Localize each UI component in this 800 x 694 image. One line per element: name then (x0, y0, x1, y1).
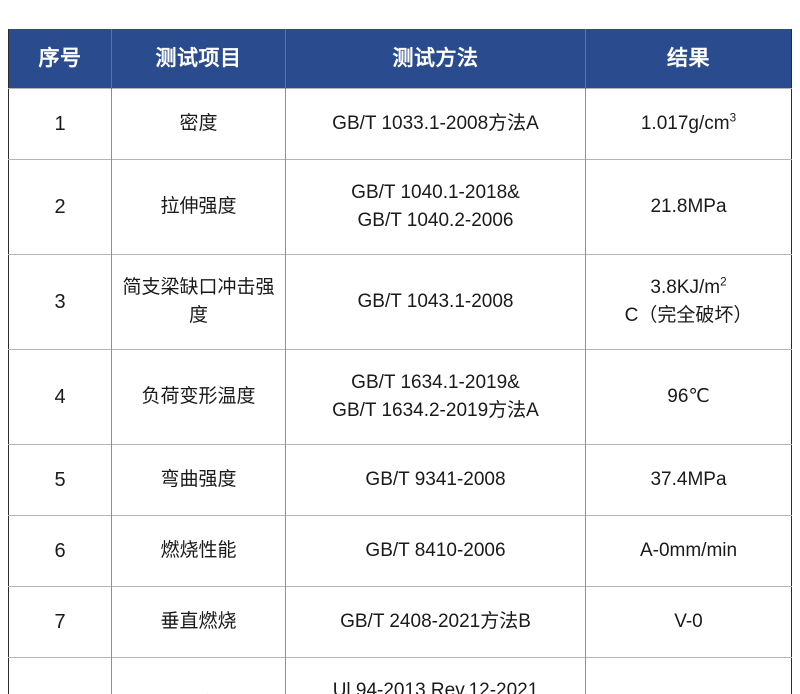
result-value: A-0mm/min (639, 540, 738, 562)
column-header-result: 结果 (585, 29, 792, 89)
test-report-table: 序号 测试项目 测试方法 结果 1 密度 GB/T 1033.1-2008方法A… (8, 29, 792, 694)
method-line-1: GB/T 1043.1-2008 (357, 291, 514, 313)
cell-result: 3.8KJ/m2 C（完全破坏） (585, 254, 792, 350)
cell-result: V-0 (585, 586, 792, 658)
cell-test-item: 垂直燃烧 (111, 586, 286, 658)
column-header-test-item: 测试项目 (111, 29, 286, 89)
method-line-1: GB/T 2408-2021方法B (340, 611, 531, 633)
cell-test-method: GB/T 1040.1-2018& GB/T 1040.2-2006 (285, 159, 586, 255)
result-value: 37.4MPa (650, 469, 727, 491)
cell-index: 2 (8, 159, 112, 255)
cell-test-item: 弯曲强度 (111, 444, 286, 516)
column-header-test-method: 测试方法 (285, 29, 586, 89)
result-value: 21.8MPa (650, 196, 727, 218)
table-row: 5 弯曲强度 GB/T 9341-2008 37.4MPa (8, 444, 792, 516)
cell-test-method: GB/T 1634.1-2019& GB/T 1634.2-2019方法A (285, 349, 586, 445)
table-row: 3 简支梁缺口冲击强度 GB/T 1043.1-2008 3.8KJ/m2 C（… (8, 254, 792, 350)
table-row: 2 拉伸强度 GB/T 1040.1-2018& GB/T 1040.2-200… (8, 159, 792, 255)
method-line-1: GB/T 9341-2008 (365, 469, 506, 491)
cell-test-item: 拉伸强度 (111, 159, 286, 255)
result-line-1: 96℃ (590, 383, 787, 411)
result-value: 3.8KJ/m (650, 277, 721, 299)
table-header-row: 序号 测试项目 测试方法 结果 (8, 29, 792, 89)
result-line-1: 37.4MPa (590, 466, 787, 494)
cell-index: 4 (8, 349, 112, 445)
cell-index: 7 (8, 586, 112, 658)
method-line-1: GB/T 1040.1-2018& (351, 182, 520, 204)
test-report-table-container: 序号 测试项目 测试方法 结果 1 密度 GB/T 1033.1-2008方法A… (8, 29, 792, 694)
table-row: 1 密度 GB/T 1033.1-2008方法A 1.017g/cm3 (8, 88, 792, 160)
result-line-1: A-0mm/min (590, 537, 787, 565)
cell-test-item: 垂直燃烧 (111, 657, 286, 694)
cell-index: 8 (8, 657, 112, 694)
method-line-1: GB/T 8410-2006 (365, 540, 506, 562)
result-value: V-0 (674, 611, 703, 633)
cell-index: 5 (8, 444, 112, 516)
cell-result: 37.4MPa (585, 444, 792, 516)
table-body: 1 密度 GB/T 1033.1-2008方法A 1.017g/cm3 2 拉伸… (8, 88, 792, 694)
result-line-1: 21.8MPa (590, 193, 787, 221)
cell-test-method: GB/T 1033.1-2008方法A (285, 88, 586, 160)
cell-index: 6 (8, 515, 112, 587)
method-line-2: GB/T 1040.2-2006 (357, 210, 514, 231)
result-line-2: C（完全破坏） (624, 305, 753, 326)
result-line-1: V-0 (590, 608, 787, 636)
table-row: 4 负荷变形温度 GB/T 1634.1-2019& GB/T 1634.2-2… (8, 349, 792, 445)
cell-test-item: 负荷变形温度 (111, 349, 286, 445)
cell-test-method: GB/T 8410-2006 (285, 515, 586, 587)
cell-result: 1.017g/cm3 (585, 88, 792, 160)
result-line-1: 1.017g/cm3 (590, 110, 787, 138)
method-line-1: Ul 94-2013 Rev.12-2021 (332, 680, 539, 694)
cell-test-method: Ul 94-2013 Rev.12-2021 第八节 (285, 657, 586, 694)
table-row: 8 垂直燃烧 Ul 94-2013 Rev.12-2021 第八节 V-0 (8, 657, 792, 694)
result-superscript: 2 (720, 276, 727, 290)
cell-test-method: GB/T 2408-2021方法B (285, 586, 586, 658)
cell-result: V-0 (585, 657, 792, 694)
result-value: 96℃ (667, 386, 710, 408)
method-line-1: GB/T 1634.1-2019& (351, 372, 520, 394)
result-value: 1.017g/cm (640, 113, 730, 135)
cell-index: 1 (8, 88, 112, 160)
cell-result: 21.8MPa (585, 159, 792, 255)
method-line-1: GB/T 1033.1-2008方法A (332, 113, 539, 135)
cell-test-item: 简支梁缺口冲击强度 (111, 254, 286, 350)
cell-test-method: GB/T 9341-2008 (285, 444, 586, 516)
cell-index: 3 (8, 254, 112, 350)
cell-test-method: GB/T 1043.1-2008 (285, 254, 586, 350)
cell-test-item: 燃烧性能 (111, 515, 286, 587)
method-line-2: GB/T 1634.2-2019方法A (332, 400, 539, 421)
cell-test-item: 密度 (111, 88, 286, 160)
column-header-index: 序号 (8, 29, 112, 89)
cell-result: 96℃ (585, 349, 792, 445)
result-superscript: 3 (729, 111, 737, 125)
cell-result: A-0mm/min (585, 515, 792, 587)
table-row: 7 垂直燃烧 GB/T 2408-2021方法B V-0 (8, 586, 792, 658)
result-line-1: 3.8KJ/m2 (590, 274, 787, 302)
table-header: 序号 测试项目 测试方法 结果 (8, 29, 792, 89)
table-row: 6 燃烧性能 GB/T 8410-2006 A-0mm/min (8, 515, 792, 587)
